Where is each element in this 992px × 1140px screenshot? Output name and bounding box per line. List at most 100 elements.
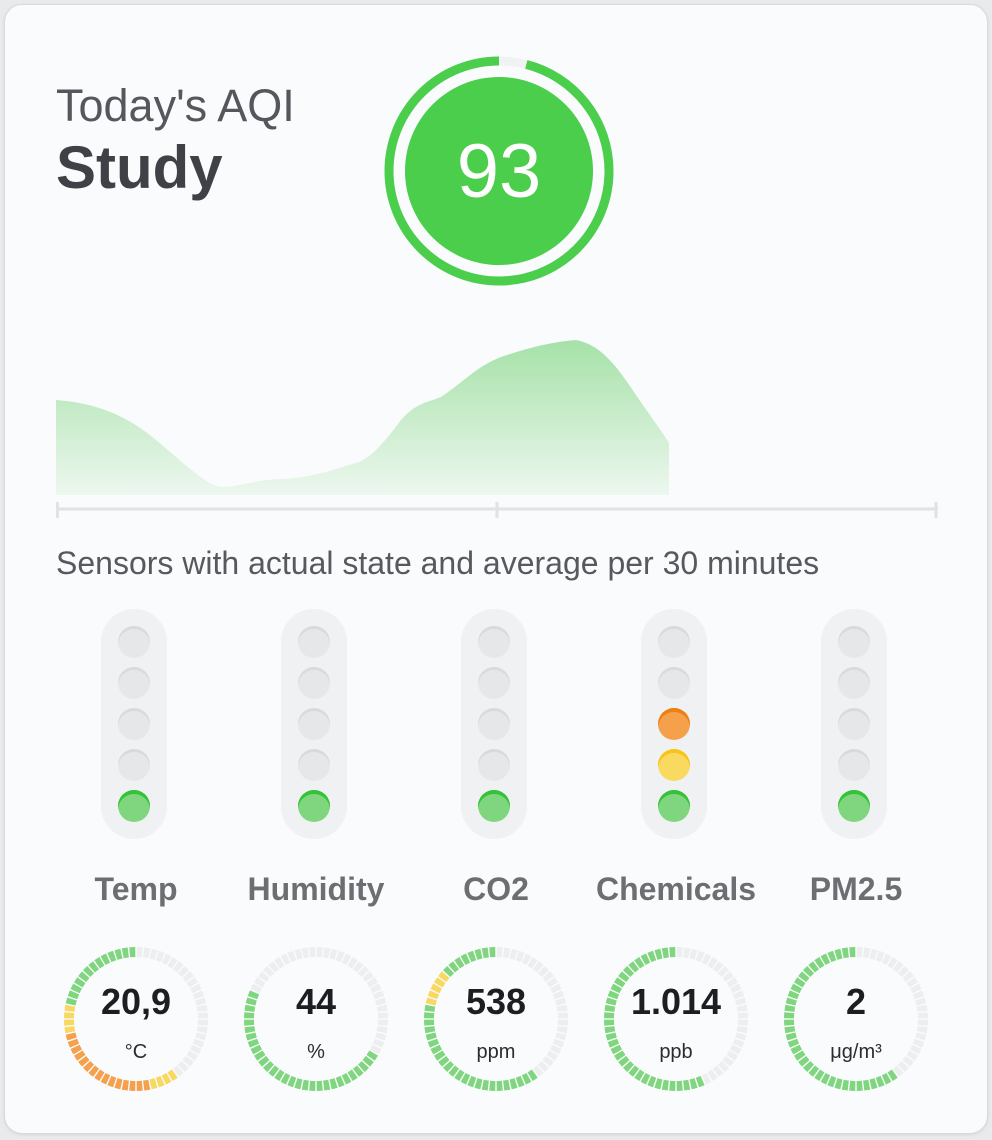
- gauge-segment: [274, 957, 285, 969]
- state-dot: [658, 749, 690, 781]
- gauge-segment: [555, 1032, 567, 1041]
- gauge-segment: [707, 1069, 718, 1081]
- state-history-bar: [461, 609, 527, 839]
- gauge-segment: [167, 1069, 178, 1081]
- gauge-segment: [532, 1065, 544, 1077]
- gauge-segment: [887, 1069, 898, 1081]
- gauge-segment: [634, 957, 645, 969]
- state-dot: [838, 667, 870, 699]
- gauge-segment: [628, 1065, 640, 1077]
- gauge-segment: [787, 1038, 800, 1048]
- gauge-segment: [737, 1012, 748, 1019]
- gauge-segment: [798, 1055, 810, 1067]
- gauge-segment: [897, 966, 909, 978]
- gauge-segment: [424, 1004, 436, 1012]
- gauge-segment: [70, 983, 82, 994]
- gauge-segment: [372, 1038, 385, 1048]
- gauge-segment: [785, 997, 797, 1006]
- sensor-name: Temp: [94, 871, 178, 907]
- gauge-segment: [856, 1080, 863, 1091]
- gauge-segment: [370, 983, 382, 994]
- gauge-segment: [172, 961, 184, 973]
- gauge-segment: [301, 947, 309, 959]
- gauge-segment: [676, 1080, 683, 1091]
- gauge-segment: [820, 1073, 831, 1085]
- gauge-segment: [654, 1078, 663, 1090]
- gauge-segment: [438, 971, 450, 983]
- gauge-segment: [196, 1004, 208, 1012]
- gauge-segment: [614, 1050, 626, 1061]
- gauge-segment: [869, 1078, 878, 1090]
- state-dot: [478, 667, 510, 699]
- gauge-segment: [114, 1078, 123, 1090]
- aqi-ring: [384, 56, 614, 286]
- gauge-segment: [294, 1078, 303, 1090]
- gauge-segment: [460, 1073, 471, 1085]
- gauge-segment: [244, 1004, 256, 1012]
- gauge-segment: [83, 1060, 95, 1072]
- gauge-segment: [869, 948, 878, 960]
- gauge-segment: [550, 1044, 562, 1055]
- gauge-segment: [263, 1060, 275, 1072]
- gauge-segment: [790, 983, 802, 994]
- gauge-segment: [149, 948, 158, 960]
- sensor-gauge: [604, 947, 748, 1091]
- gauge-segment: [287, 950, 297, 963]
- gauge-segment: [628, 961, 640, 973]
- gauge-segment: [362, 1055, 374, 1067]
- gauge-segment: [552, 1038, 565, 1048]
- gauge-segment: [434, 977, 446, 988]
- gauge-segment: [550, 983, 562, 994]
- gauge-segment: [856, 947, 863, 958]
- gauge-segment: [661, 1079, 669, 1091]
- gauge-segment: [784, 1004, 796, 1012]
- gauge-segment: [186, 1050, 198, 1061]
- state-dot: [298, 790, 330, 822]
- gauge-segment: [834, 1078, 843, 1090]
- gauge-segment: [100, 953, 111, 965]
- gauge-segment: [481, 947, 489, 959]
- gauge-segment: [67, 990, 80, 1000]
- gauge-segment: [897, 1060, 909, 1072]
- gauge-segment: [129, 1080, 136, 1091]
- gauge-segment: [362, 971, 374, 983]
- gauge-segment: [268, 1065, 280, 1077]
- sensor-pm25: PM2.5 2 μg/m³: [766, 609, 946, 1109]
- gauge-segment: [669, 1080, 676, 1091]
- gauge-segment: [875, 1075, 885, 1088]
- gauge-segment: [902, 971, 914, 983]
- gauge-segment: [454, 957, 465, 969]
- gauge-segment: [814, 1069, 825, 1081]
- gauge-segment: [192, 990, 205, 1000]
- gauge-segment: [803, 966, 815, 978]
- gauge-segment: [732, 990, 745, 1000]
- gauge-segment: [794, 977, 806, 988]
- gauge-segment: [604, 1004, 616, 1012]
- sensor-name: Humidity: [247, 871, 385, 907]
- gauge-segment: [481, 1079, 489, 1091]
- sensors-caption: Sensors with actual state and average pe…: [56, 545, 820, 581]
- gauge-segment: [64, 1026, 76, 1034]
- state-dot: [118, 749, 150, 781]
- gauge-segment: [717, 1060, 729, 1072]
- gauge-segment: [794, 1050, 806, 1061]
- gauge-segment: [669, 947, 676, 958]
- gauge-segment: [717, 966, 729, 978]
- gauge-segment: [722, 971, 734, 983]
- gauge-segment: [532, 961, 544, 973]
- gauge-segment: [906, 1050, 918, 1061]
- gauge-segment: [607, 1038, 620, 1048]
- gauge-segment: [640, 953, 651, 965]
- gauge-segment: [496, 947, 503, 958]
- gauge-segment: [863, 1079, 871, 1091]
- gauge-segment: [294, 948, 303, 960]
- gauge-segment: [443, 966, 455, 978]
- gauge-segment: [377, 1012, 388, 1019]
- gauge-segment: [863, 947, 871, 959]
- gauge-segment: [434, 1050, 446, 1061]
- gauge-segment: [88, 961, 100, 973]
- gauge-segment: [70, 1044, 82, 1055]
- gauge-segment: [100, 1073, 111, 1085]
- gauge-segment: [247, 990, 260, 1000]
- gauge-segment: [329, 948, 338, 960]
